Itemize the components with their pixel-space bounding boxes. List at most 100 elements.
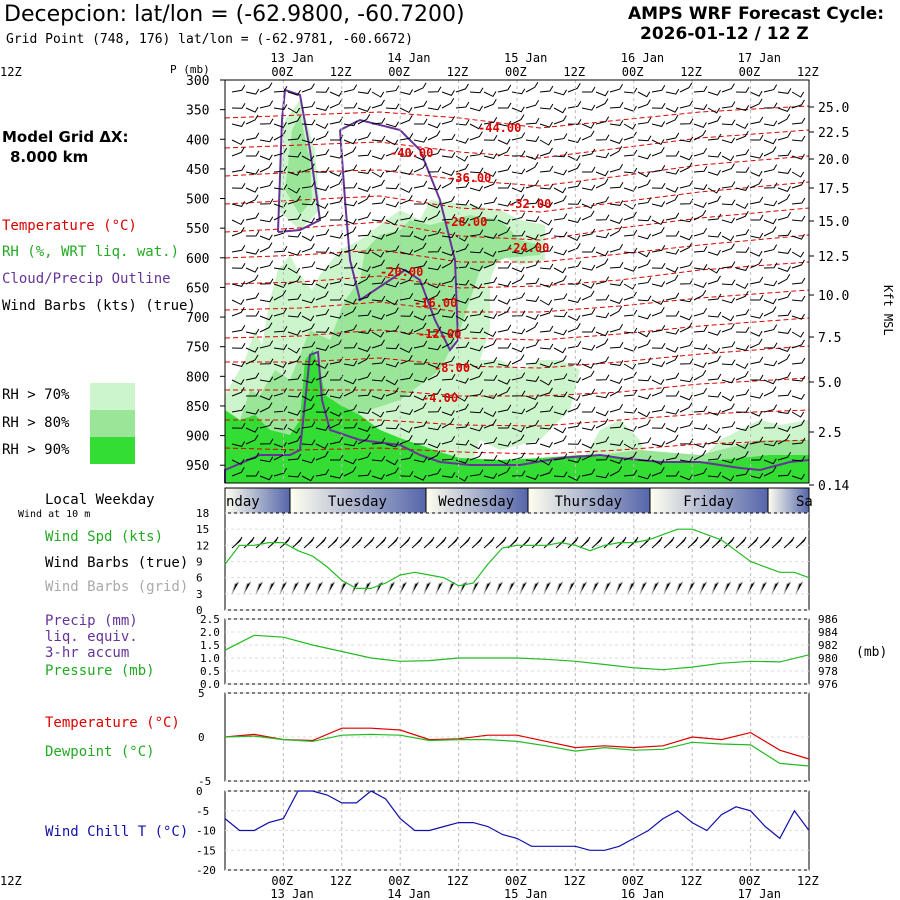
wind-barb <box>623 363 637 370</box>
wind-barb <box>595 178 609 189</box>
wind-barb <box>315 185 330 191</box>
wind-barb <box>595 90 609 97</box>
isotherm-12 <box>224 439 810 455</box>
wind-barb <box>441 338 455 349</box>
wind-barb <box>231 441 246 447</box>
wind-barb <box>693 147 708 157</box>
wind-barb <box>287 213 302 221</box>
wind-barb <box>623 123 637 130</box>
wind-barb <box>749 436 764 445</box>
wind-barb <box>469 389 484 397</box>
wind-barb <box>511 150 526 157</box>
wind-barb <box>525 242 539 253</box>
wind-barb <box>483 251 497 258</box>
isotherm-9 <box>225 345 810 369</box>
wind-barb <box>455 261 470 269</box>
wind-barb <box>273 166 288 173</box>
wind-barb <box>567 137 582 143</box>
wind-barb <box>385 183 400 190</box>
wind-barb-grid <box>231 581 240 595</box>
top-tick-label: 12Z <box>563 65 585 79</box>
wind-barb <box>343 458 357 465</box>
wind-barb-true <box>735 536 747 549</box>
wind-barb <box>763 342 778 349</box>
wind-barb <box>357 211 372 221</box>
wind-barb <box>371 233 385 240</box>
wind-barb-true <box>759 536 771 549</box>
wind-barb-grid <box>663 581 672 595</box>
pressure-tick-label: 350 <box>186 104 209 119</box>
wind-barb <box>511 426 525 433</box>
temp-label: Temperature (°C) <box>45 715 180 731</box>
wind-barb <box>595 116 610 125</box>
wind-barb <box>693 282 707 289</box>
wind-barb <box>721 83 735 93</box>
wind-barb <box>511 372 526 381</box>
wind-barb <box>707 213 722 221</box>
wind-barb <box>749 276 764 285</box>
isotherm-label: -40.00 <box>390 146 433 160</box>
wind-barb <box>441 392 456 398</box>
wind-barb <box>609 218 623 225</box>
wind-barb <box>777 371 792 381</box>
wind-barb <box>581 148 596 157</box>
wind-barb <box>651 263 666 269</box>
wind-barb <box>483 473 498 479</box>
wind-barb <box>498 342 512 349</box>
rh80-swatch <box>90 410 135 437</box>
wind-barb <box>385 343 400 350</box>
wind-barb <box>777 266 791 273</box>
wind-barb <box>427 290 441 301</box>
wind-speed-line <box>224 528 810 590</box>
model-grid-label: Model Grid ΔX: <box>2 128 129 146</box>
wind-barb <box>777 434 791 445</box>
wind-barb <box>735 149 750 157</box>
wind-barb <box>609 298 623 305</box>
wind-barb <box>259 420 274 429</box>
wind-barb <box>399 427 413 434</box>
chart-title: Decepcion: lat/lon = (-62.9800, -60.7200… <box>4 2 465 27</box>
wind-barb <box>441 115 456 125</box>
wind-barb <box>455 315 469 322</box>
wind-barb <box>455 137 469 144</box>
wind-barb <box>637 313 652 320</box>
wind-barb <box>707 435 721 445</box>
wind-barb <box>245 212 260 221</box>
wind-barb <box>539 147 553 157</box>
wind-barb <box>343 120 358 127</box>
wind-barb <box>441 90 455 97</box>
wind-barb <box>581 282 595 289</box>
wind-barb <box>315 247 330 253</box>
wind-barb <box>329 472 344 479</box>
wind-barb <box>693 130 707 141</box>
wind-barb <box>231 147 245 157</box>
windchill-tick-label: -5 <box>196 805 209 818</box>
wind-barb <box>609 280 624 286</box>
wind-barb <box>553 133 568 141</box>
wind-barb <box>553 249 568 256</box>
wind-barb <box>693 344 708 350</box>
wind-barb <box>427 326 442 333</box>
wind-barb <box>441 374 456 381</box>
wind-barb <box>721 475 735 482</box>
wind-barb <box>259 154 273 161</box>
wind-barb <box>498 262 512 269</box>
wind-barb <box>693 406 708 413</box>
wind-barb <box>763 218 777 225</box>
wind-barb <box>749 250 763 257</box>
wind-barb-grid <box>339 581 348 595</box>
pressure-tick-label: 800 <box>186 370 209 385</box>
wind-barb <box>735 327 750 333</box>
pressure-label: Pressure (mb) <box>45 663 155 679</box>
wind-barb <box>385 307 399 317</box>
wind-barb <box>455 421 470 429</box>
precip-tick-label: 1.5 <box>200 639 220 652</box>
wind-barb <box>315 309 330 317</box>
wind-barb-true <box>351 536 363 549</box>
wind-barb <box>609 403 624 413</box>
main-frame <box>224 79 810 484</box>
wind-barb <box>357 470 372 477</box>
wind-barb <box>763 422 778 429</box>
wind-barb-grid <box>651 581 660 595</box>
windchill-tick-label: -10 <box>196 825 216 838</box>
